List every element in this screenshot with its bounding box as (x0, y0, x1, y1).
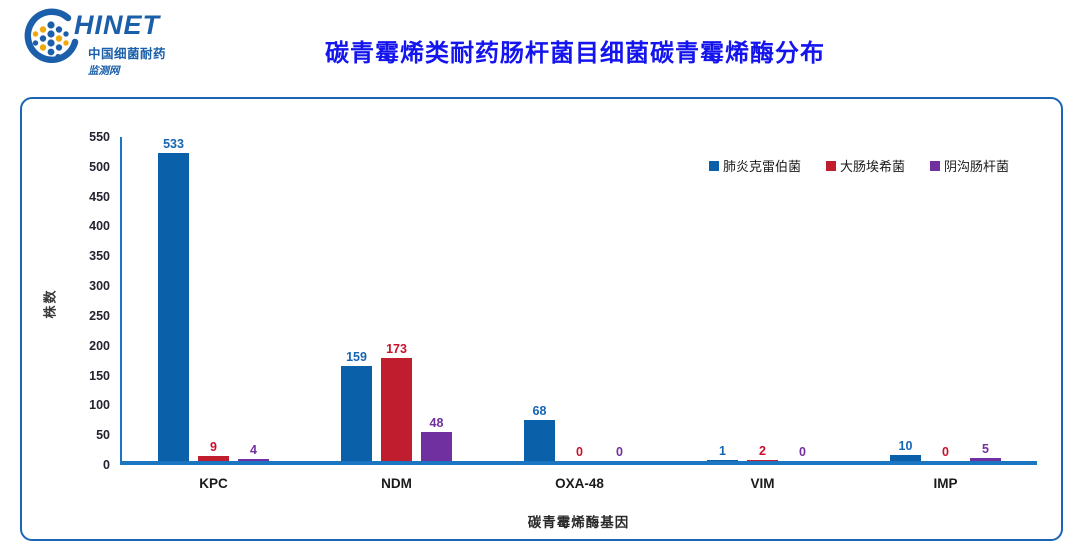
bar-value-label: 68 (532, 404, 547, 418)
bar-value-label: 4 (250, 443, 257, 457)
bar-column: 159 (341, 137, 372, 461)
bar (707, 460, 738, 461)
bar-group-vim: 1 2 0 VIM (707, 137, 818, 491)
bar (341, 366, 372, 461)
bar-value-label: 9 (210, 440, 217, 454)
chinet-subtitle-cn: 中国细菌耐药 (88, 47, 167, 61)
bar-column: 0 (930, 137, 961, 461)
legend-item-1: 肺炎克雷伯菌 (708, 156, 801, 175)
y-tick-label: 300 (89, 279, 110, 294)
legend-label: 大肠埃希菌 (839, 159, 905, 174)
bar-column: 173 (381, 137, 412, 461)
category-label: OXA-48 (555, 476, 604, 491)
category-label: NDM (381, 476, 412, 491)
bar-value-label: 1 (719, 444, 726, 458)
bar-value-label: 173 (386, 342, 407, 356)
bar (524, 420, 555, 461)
legend-label: 肺炎克雷伯菌 (722, 159, 801, 174)
page-title: 碳青霉烯类耐药肠杆菌目细菌碳青霉烯酶分布 (325, 40, 825, 67)
y-tick-label: 150 (89, 368, 110, 383)
y-tick-label: 200 (89, 338, 110, 353)
x-axis-label: 碳青霉烯酶基因 (527, 515, 630, 530)
bar-column: 0 (604, 137, 635, 461)
bar-value-label: 0 (576, 445, 583, 459)
bar-column: 10 (890, 137, 921, 461)
category-label: VIM (750, 476, 775, 491)
page-header: HINET 中国细菌耐药 监测网 碳青霉烯类耐药肠杆菌目细菌碳青霉烯酶分布 (0, 0, 1080, 97)
bar-value-label: 5 (982, 442, 989, 456)
bar-value-label: 2 (759, 444, 766, 458)
chart-legend: 肺炎克雷伯菌 大肠埃希菌 阴沟肠杆菌 (708, 156, 1009, 175)
category-label: IMP (933, 476, 958, 491)
bar-column: 1 (707, 137, 738, 461)
bar-group-imp: 10 0 5 IMP (890, 137, 1001, 491)
bar (970, 458, 1001, 461)
bar-column: 68 (524, 137, 555, 461)
y-tick-label: 250 (89, 308, 110, 323)
bar-column: 4 (238, 137, 269, 461)
chinet-logo-text: HINET 中国细菌耐药 监测网 (74, 12, 166, 78)
y-tick-label: 350 (89, 249, 110, 264)
y-tick-label: 0 (103, 458, 110, 472)
bar (381, 358, 412, 461)
chinet-logo: HINET 中国细菌耐药 监测网 (22, 6, 242, 84)
bar-group-ndm: 159 173 48 NDM (341, 137, 452, 491)
bar-value-label: 0 (799, 445, 806, 459)
bar-column: 0 (564, 137, 595, 461)
category-label: KPC (199, 476, 228, 491)
legend-marker-icon (708, 160, 719, 171)
y-tick-label: 450 (89, 189, 110, 204)
legend-marker-icon (825, 160, 836, 171)
bar-value-label: 533 (163, 137, 184, 151)
bar-value-label: 10 (898, 439, 913, 453)
bar-value-label: 0 (616, 445, 623, 459)
y-tick-label: 50 (96, 428, 110, 443)
chinet-brand-text: HINET (74, 10, 160, 40)
y-tick-label: 550 (89, 130, 110, 144)
legend-item-2: 大肠埃希菌 (825, 156, 905, 175)
bar (747, 460, 778, 461)
bar (421, 432, 452, 461)
legend-marker-icon (929, 160, 940, 171)
y-tick-label: 500 (89, 159, 110, 174)
bar-group-oxa-48: 68 0 0 OXA-48 (524, 137, 635, 491)
y-tick-label: 400 (89, 219, 110, 234)
bar-column: 533 (158, 137, 189, 461)
bar-group-kpc: 533 9 4 KPC (158, 137, 269, 491)
bar-column: 48 (421, 137, 452, 461)
bar-column: 5 (970, 137, 1001, 461)
plot-area: 533 9 4 KPC 159 173 48 NDM 68 0 0 OXA-48 1 2 0 VIM 10 0 5 I… (120, 137, 1037, 491)
bar (890, 455, 921, 461)
bar (198, 456, 229, 461)
chinet-subtitle-cn2: 监测网 (88, 65, 120, 77)
bar-column: 0 (787, 137, 818, 461)
chinet-logo-icon (24, 8, 79, 63)
legend-label: 阴沟肠杆菌 (943, 159, 1009, 174)
bar (238, 459, 269, 461)
bar (158, 153, 189, 461)
bar-value-label: 48 (429, 416, 444, 430)
bar-column: 9 (198, 137, 229, 461)
chart-panel: 株数 0 50 100 150 200 250 300 350 400 450 500 550 肺炎克… (20, 97, 1063, 541)
bar-column: 2 (747, 137, 778, 461)
y-axis-ticks: 0 50 100 150 200 250 300 350 400 450 500 550 (22, 130, 110, 472)
bar-value-label: 159 (346, 350, 367, 364)
bar-value-label: 0 (942, 445, 949, 459)
y-tick-label: 100 (89, 398, 110, 413)
legend-item-3: 阴沟肠杆菌 (929, 156, 1009, 175)
